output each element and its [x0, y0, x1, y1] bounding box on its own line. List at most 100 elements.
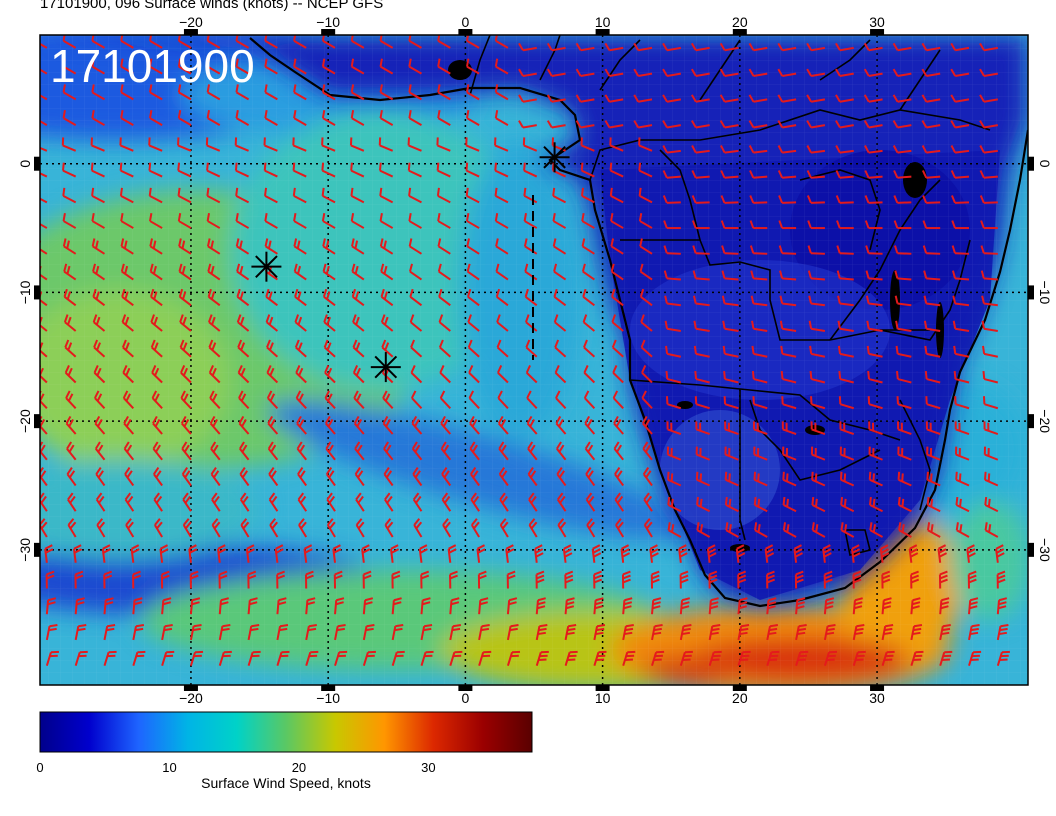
wind-barb — [806, 145, 826, 154]
wind-barb — [293, 213, 307, 229]
wind-barb — [264, 213, 278, 229]
wind-barb — [868, 421, 883, 435]
wind-barb — [91, 84, 105, 101]
wind-barb — [528, 492, 538, 512]
wind-barb — [218, 650, 232, 666]
wind-barb — [863, 94, 883, 103]
wind-barb — [380, 314, 394, 332]
wind-barb — [418, 544, 428, 563]
wind-barb — [294, 288, 307, 307]
wind-barb — [524, 288, 538, 307]
wind-barb — [720, 145, 739, 154]
wind-barb — [407, 137, 422, 152]
wind-barb — [523, 162, 538, 178]
wind-barb — [750, 295, 768, 307]
wind-barb — [996, 570, 1006, 589]
wind-barb — [235, 110, 250, 126]
wind-barb — [264, 58, 278, 75]
wind-barb — [506, 650, 521, 666]
wind-barb — [440, 441, 452, 461]
wind-barb — [321, 35, 336, 49]
wind-barb — [611, 288, 624, 307]
wind-barb — [807, 245, 825, 255]
wind-barb — [951, 195, 970, 204]
wind-barb — [580, 187, 595, 204]
wind-barb — [120, 110, 134, 126]
wind-barb — [996, 650, 1010, 666]
wind-barb — [835, 170, 854, 179]
wind-barb — [64, 365, 77, 384]
lon-tick-bottom — [183, 685, 198, 691]
wind-barb — [413, 518, 423, 538]
wind-barb — [910, 650, 924, 666]
wind-barb — [753, 446, 768, 461]
wind-barb — [690, 68, 710, 78]
wind-barb — [274, 544, 284, 563]
wind-barb — [984, 471, 999, 487]
wind-barb — [643, 492, 653, 512]
wind-barb — [467, 314, 480, 332]
wind-barb — [581, 263, 595, 281]
wind-barb — [981, 295, 998, 307]
wind-barb — [447, 544, 457, 563]
wind-barb — [437, 110, 451, 126]
lon-tick-top — [732, 29, 747, 35]
wind-barb — [40, 119, 48, 126]
wind-barb — [206, 187, 221, 204]
wind-barb — [91, 110, 105, 126]
wind-barb — [955, 496, 970, 513]
wind-barb — [476, 544, 486, 563]
wind-barb — [325, 415, 336, 435]
wind-barb — [149, 238, 163, 255]
wind-barb — [753, 471, 768, 487]
wind-barb — [690, 94, 710, 103]
wind-barb — [722, 345, 739, 358]
wind-barb — [177, 110, 192, 126]
wind-barb — [923, 320, 941, 333]
wind-barb — [679, 570, 689, 589]
wind-barb — [662, 145, 681, 154]
wind-barb — [294, 314, 307, 332]
wind-barb — [666, 446, 682, 461]
wind-barb — [90, 137, 105, 152]
wind-barb — [103, 623, 116, 641]
wind-barb — [468, 390, 480, 409]
wind-barb — [150, 339, 163, 358]
wind-barb — [293, 238, 307, 255]
wind-barb — [234, 137, 249, 152]
wind-barb — [437, 84, 451, 101]
wind-barb — [633, 68, 653, 78]
wind-barb — [383, 441, 394, 461]
wind-barb — [468, 365, 480, 384]
wind-barb — [722, 320, 739, 333]
wind-barb — [322, 238, 336, 255]
wind-barb — [651, 650, 665, 666]
wind-barb — [498, 441, 509, 461]
wind-barb — [409, 314, 423, 332]
wind-barb — [691, 195, 710, 204]
wind-barb — [613, 415, 624, 435]
lon-tick-bottom — [321, 685, 336, 691]
wind-barb — [666, 421, 682, 435]
wind-barb — [239, 492, 250, 512]
wind-barb — [263, 187, 278, 204]
wind-barb — [438, 314, 451, 332]
wind-barb — [753, 496, 768, 513]
wind-barb — [892, 120, 912, 129]
wind-barb — [535, 623, 548, 641]
wind-barb — [678, 544, 688, 563]
wind-barb — [45, 597, 57, 615]
wind-barb — [614, 492, 625, 512]
wind-barb — [124, 492, 135, 512]
wind-barb — [148, 187, 163, 204]
wind-barbs — [40, 35, 1010, 666]
wind-barb — [952, 295, 970, 307]
wind-barb — [389, 544, 400, 563]
wind-barb — [235, 58, 250, 75]
wind-barb — [276, 570, 286, 589]
wind-barb — [556, 441, 567, 461]
wind-barb — [893, 170, 912, 179]
wind-barb — [562, 544, 573, 563]
wind-barb — [132, 597, 143, 615]
